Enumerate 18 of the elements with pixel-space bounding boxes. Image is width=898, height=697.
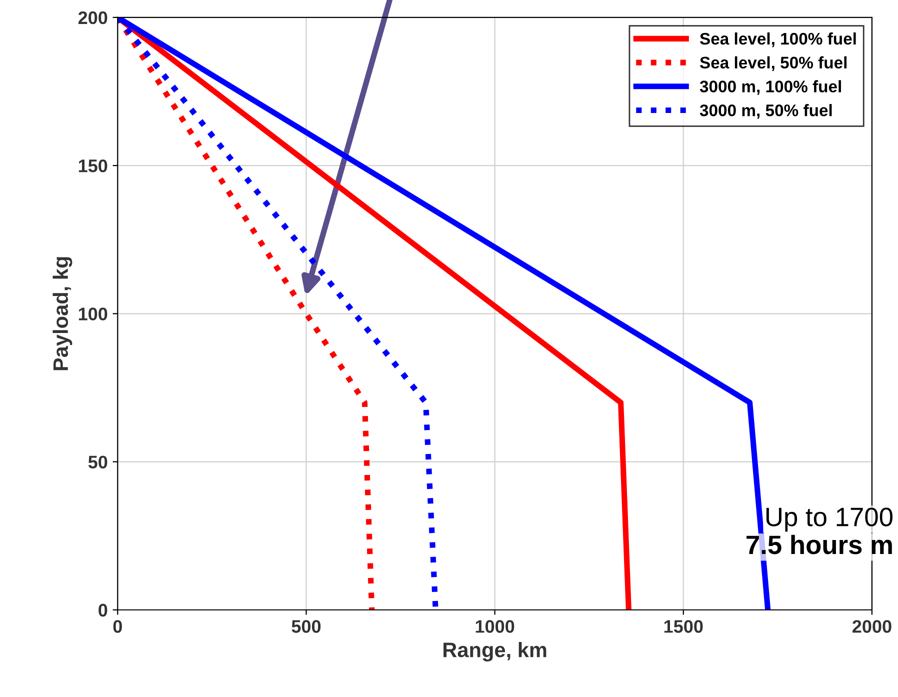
- annotation: 7.5 hours m: [746, 534, 892, 554]
- y-axis-title: Payload, kg: [52, 257, 72, 370]
- x-tick-label: 1500: [664, 620, 703, 633]
- y-tick-label: 100: [78, 308, 108, 320]
- y-tick-label: 0: [98, 604, 108, 617]
- x-tick-label: 2000: [852, 620, 892, 633]
- y-tick-label: 200: [78, 11, 108, 24]
- annotation: Up to 1700: [766, 508, 892, 532]
- x-axis-title: Range, km: [444, 642, 546, 662]
- legend-label: 3000 m, 50% fuel: [700, 104, 832, 119]
- x-tick-label: 500: [292, 620, 321, 633]
- y-tick-label: 150: [78, 159, 108, 172]
- x-tick-label: 1000: [476, 620, 514, 633]
- legend-label: 3000 m, 100% fuel: [700, 80, 841, 95]
- y-tick-label: 50: [88, 456, 108, 468]
- legend-label: Sea level, 100% fuel: [700, 32, 856, 48]
- legend-label: Sea level, 50% fuel: [700, 56, 847, 71]
- x-tick-label: 0: [113, 620, 122, 633]
